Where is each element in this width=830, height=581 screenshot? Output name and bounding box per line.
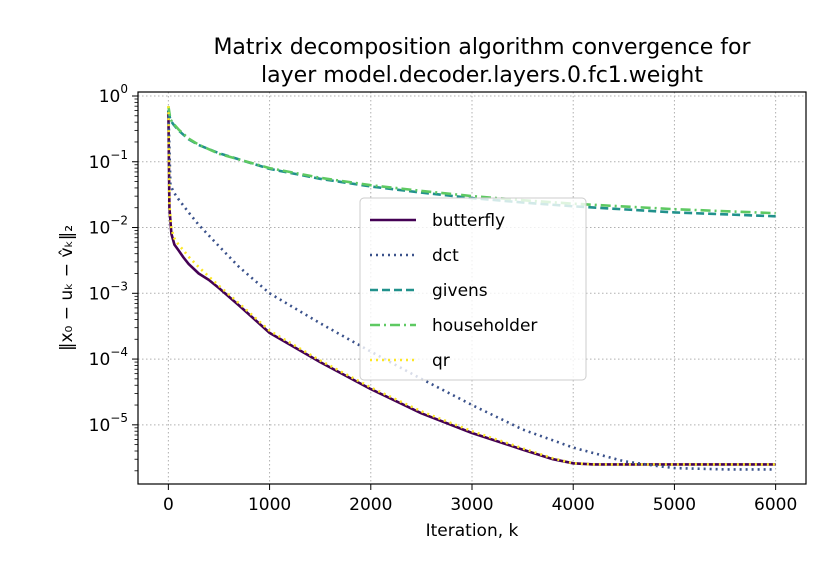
title-line-1: Matrix decomposition algorithm convergen…	[213, 35, 751, 60]
y-tick-label: 10−2	[89, 214, 128, 239]
x-tick-label: 3000	[450, 495, 493, 515]
x-tick-label: 4000	[552, 495, 595, 515]
legend-box	[359, 197, 587, 381]
y-axis-label: ‖x₀ − uₖ − v̂ₖ‖₂	[57, 225, 77, 351]
legend-label-butterfly: butterfly	[432, 211, 505, 231]
grid-lines	[138, 92, 806, 484]
x-tick-label: 1000	[248, 495, 291, 515]
chart-title: Matrix decomposition algorithm convergen…	[213, 35, 751, 88]
legend-label-qr: qr	[432, 351, 450, 371]
y-tick-label: 10−4	[89, 345, 128, 370]
y-axis-ticks: 10−5 10−4 10−3 10−2 10−1 100	[89, 82, 138, 472]
legend: butterfly dct givens householder qr	[359, 197, 587, 381]
x-axis-label: Iteration, k	[426, 521, 519, 541]
x-tick-label: 0	[163, 495, 174, 515]
x-axis-ticks: 0 1000 2000 3000 4000 5000 6000	[163, 484, 797, 515]
x-tick-label: 2000	[349, 495, 392, 515]
legend-label-householder: householder	[432, 316, 537, 336]
x-tick-label: 6000	[754, 495, 797, 515]
y-tick-label: 10−5	[89, 411, 128, 436]
y-tick-label: 10−1	[89, 148, 128, 173]
y-tick-label: 100	[99, 82, 128, 107]
x-tick-label: 5000	[653, 495, 696, 515]
legend-label-givens: givens	[432, 281, 488, 301]
legend-label-dct: dct	[432, 246, 459, 266]
title-line-2: layer model.decoder.layers.0.fc1.weight	[261, 63, 703, 88]
y-tick-label: 10−3	[89, 279, 128, 304]
